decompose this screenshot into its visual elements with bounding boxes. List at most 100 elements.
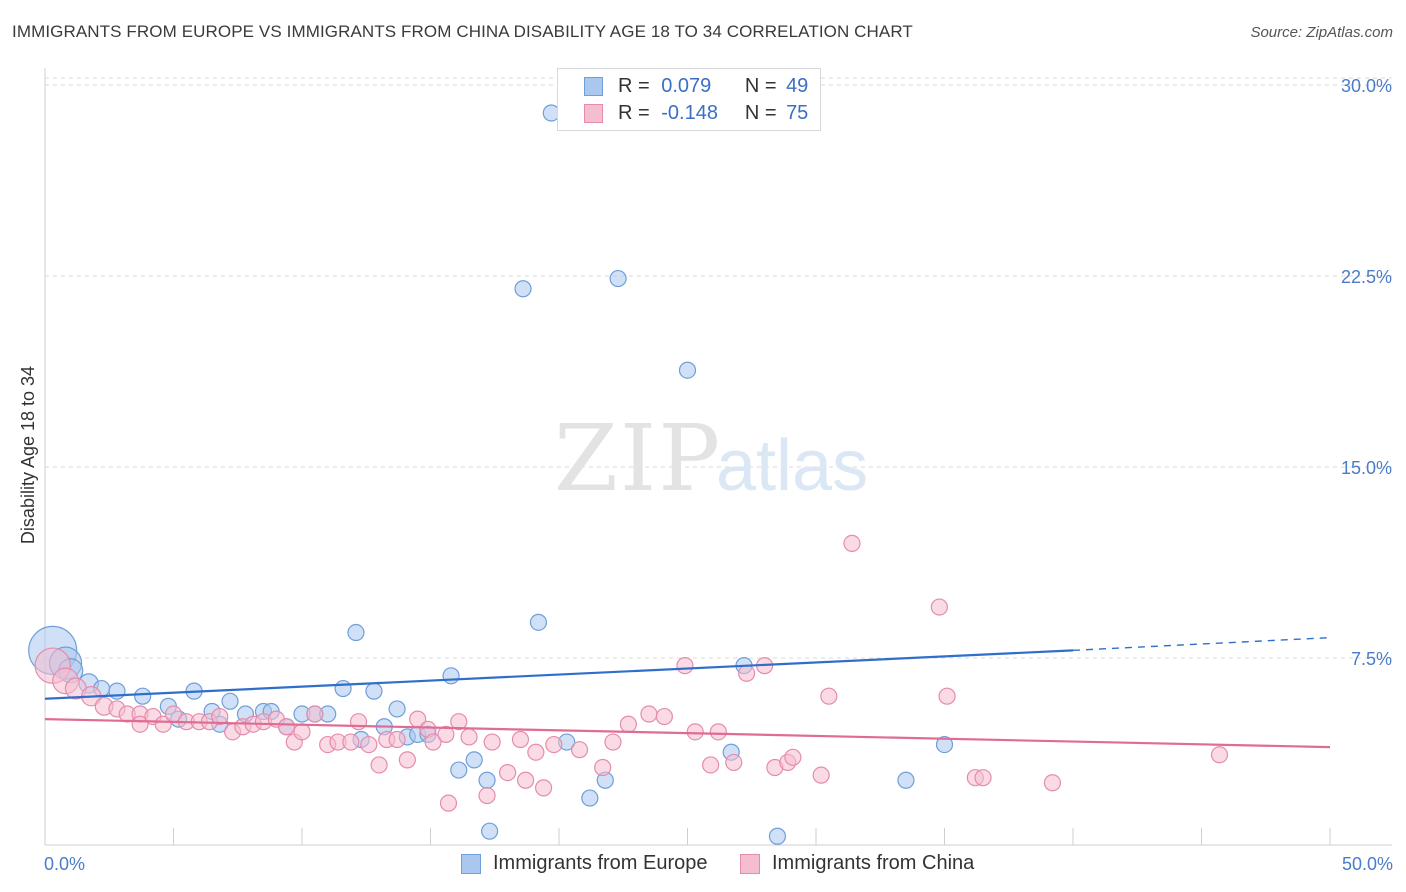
china-r-label: R = xyxy=(618,102,650,124)
europe-point xyxy=(465,751,483,769)
europe-point xyxy=(935,735,954,754)
china-point xyxy=(725,753,743,772)
y-tick-label: 7.5% xyxy=(1351,649,1392,669)
europe-r-label: R = xyxy=(618,75,650,97)
trend-lines xyxy=(44,636,1331,749)
grid-lines xyxy=(45,77,1392,659)
y-axis-label: Disability Age 18 to 34 xyxy=(18,366,38,544)
china-point xyxy=(450,713,468,731)
europe-swatch xyxy=(584,77,603,96)
china-point xyxy=(388,730,406,749)
china-point xyxy=(820,687,838,705)
china-point xyxy=(154,715,172,733)
china-point xyxy=(437,725,455,744)
china-points xyxy=(34,534,1229,812)
china-point xyxy=(277,718,296,736)
europe-n-label: N = xyxy=(744,75,777,97)
europe-point xyxy=(221,692,239,710)
china-point xyxy=(604,733,622,751)
europe-point xyxy=(581,789,599,807)
bottom-europe-label: Immigrants from Europe xyxy=(493,852,708,874)
europe-trend-line xyxy=(44,649,1074,700)
europe-point xyxy=(897,771,915,789)
x-tick-label-max: 50.0% xyxy=(1342,854,1393,874)
china-point xyxy=(974,769,992,787)
china-point xyxy=(784,748,802,766)
china-point xyxy=(527,743,545,761)
china-point xyxy=(439,794,458,812)
europe-r-value: 0.079 xyxy=(661,75,712,97)
china-point xyxy=(640,705,658,723)
bottom-china-label: Immigrants from China xyxy=(772,852,975,874)
china-point xyxy=(1043,774,1062,792)
europe-point xyxy=(347,623,365,642)
china-point xyxy=(424,733,442,751)
source-label: Source: ZipAtlas.com xyxy=(1250,24,1393,41)
china-n-label: N = xyxy=(744,102,777,124)
china-point xyxy=(511,730,530,749)
china-point xyxy=(349,713,368,731)
china-point xyxy=(516,771,535,789)
china-point xyxy=(738,664,756,682)
china-point xyxy=(1210,746,1229,764)
y-tick-label: 30.0% xyxy=(1341,76,1392,96)
china-r-value: -0.148 xyxy=(661,102,718,124)
tick-labels: 7.5% 15.0% 22.5% 30.0% 0.0% 50.0% xyxy=(44,76,1393,874)
europe-point xyxy=(514,280,532,298)
europe-point xyxy=(481,822,499,840)
china-point xyxy=(534,779,553,797)
chart-title: IMMIGRANTS FROM EUROPE VS IMMIGRANTS FRO… xyxy=(12,22,913,41)
china-point xyxy=(211,707,229,726)
china-point xyxy=(306,705,324,723)
china-point xyxy=(594,758,612,777)
europe-point xyxy=(478,771,496,789)
china-point xyxy=(619,715,637,733)
europe-point xyxy=(450,761,468,779)
europe-point xyxy=(609,269,627,288)
europe-point xyxy=(678,361,697,379)
bottom-china-swatch xyxy=(740,854,760,874)
europe-point xyxy=(529,613,548,631)
china-point xyxy=(293,723,311,741)
europe-point xyxy=(134,687,152,705)
europe-point xyxy=(334,679,352,698)
x-tick-label-min: 0.0% xyxy=(44,854,85,874)
china-point xyxy=(938,687,956,705)
europe-point xyxy=(768,827,787,845)
china-point xyxy=(499,763,517,782)
watermark-zip: ZIP xyxy=(554,405,722,512)
china-point xyxy=(545,735,563,754)
axes xyxy=(44,68,1392,846)
china-point xyxy=(930,598,948,616)
china-n-value: 75 xyxy=(786,102,809,124)
y-tick-label: 15.0% xyxy=(1341,458,1392,478)
europe-point xyxy=(388,700,406,718)
europe-trend-extension xyxy=(1072,636,1331,652)
china-point xyxy=(702,756,720,774)
china-point xyxy=(686,723,704,741)
china-point xyxy=(843,534,861,553)
watermark-atlas: atlas xyxy=(716,426,868,506)
china-point xyxy=(676,657,694,675)
china-point xyxy=(342,733,360,751)
china-point xyxy=(655,707,673,726)
china-point xyxy=(360,735,378,754)
china-point xyxy=(483,733,501,751)
europe-n-value: 49 xyxy=(786,75,809,97)
bottom-europe-swatch xyxy=(461,854,481,874)
china-point xyxy=(478,786,496,805)
watermark: ZIP atlas xyxy=(554,405,868,512)
china-point xyxy=(570,741,589,759)
china-point xyxy=(709,723,727,741)
china-point xyxy=(460,728,478,746)
correlation-legend: R = 0.079 N = 49 R = -0.148 N = 75 xyxy=(557,68,821,131)
europe-point xyxy=(365,682,383,700)
y-tick-label: 22.5% xyxy=(1341,267,1392,287)
china-trend-line xyxy=(44,718,1331,749)
china-swatch xyxy=(584,104,603,123)
china-point xyxy=(370,756,388,774)
china-point xyxy=(812,766,830,784)
china-point xyxy=(398,751,416,769)
europe-point xyxy=(442,667,460,685)
